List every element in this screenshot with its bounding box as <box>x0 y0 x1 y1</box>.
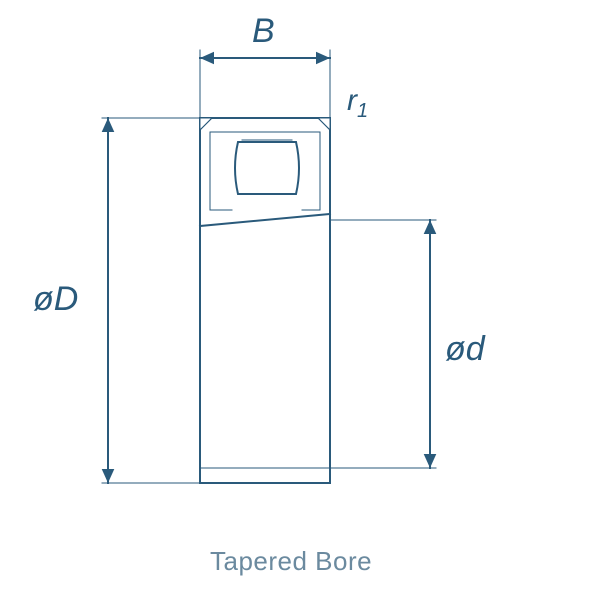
label-r1: r1 <box>347 84 368 123</box>
label-d-inner: ød <box>445 330 485 369</box>
caption: Tapered Bore <box>210 546 372 577</box>
bearing-drawing <box>0 0 600 600</box>
diagram-canvas: B r1 øD ød Tapered Bore <box>0 0 600 600</box>
label-d-outer: øD <box>33 280 78 319</box>
label-r1-text: r <box>347 84 357 117</box>
label-b: B <box>252 12 275 51</box>
label-r1-sub: 1 <box>357 100 368 122</box>
